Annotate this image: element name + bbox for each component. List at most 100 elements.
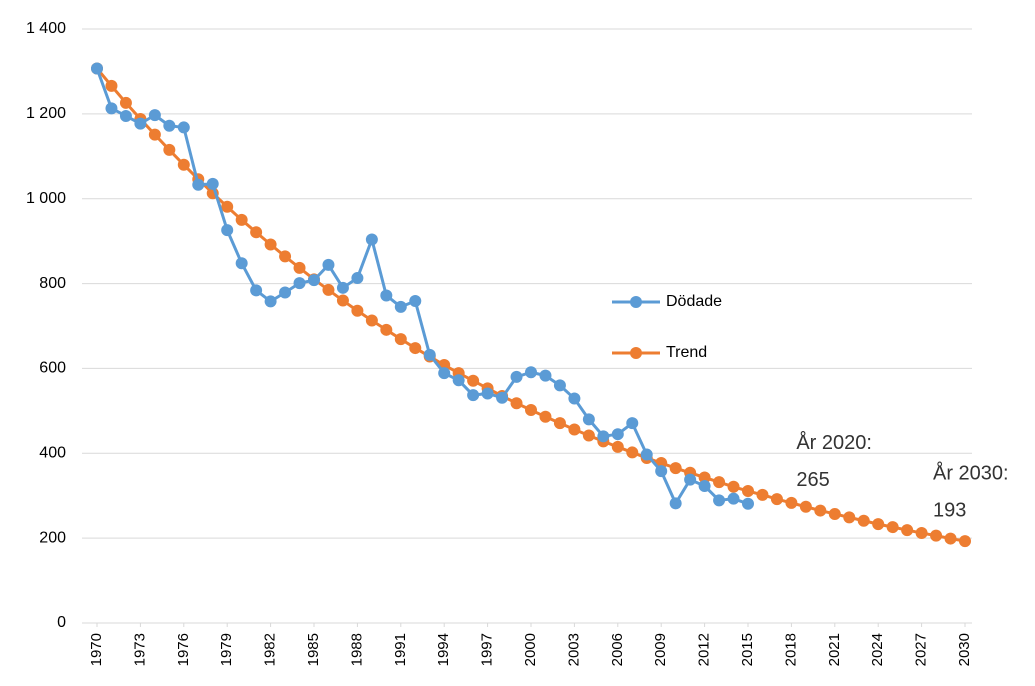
x-tick-label: 2024 [869, 633, 886, 666]
point [525, 366, 537, 379]
point [192, 178, 205, 191]
point [336, 281, 349, 294]
point [177, 158, 190, 171]
point [539, 410, 552, 423]
point [250, 284, 263, 297]
point [322, 283, 335, 296]
x-tick-label: 1979 [218, 633, 235, 666]
point [148, 128, 161, 141]
point [293, 261, 306, 274]
point [626, 417, 639, 430]
point [814, 504, 827, 517]
legend-label: Trend [666, 344, 707, 361]
annotation: 193 [933, 499, 966, 521]
y-tick-label: 1 400 [26, 20, 66, 37]
point [264, 295, 277, 308]
point [481, 387, 494, 400]
point [409, 342, 422, 355]
x-tick-label: 1991 [392, 633, 409, 666]
series-line [95, 67, 749, 506]
point [611, 440, 624, 453]
x-tick-label: 2027 [913, 633, 930, 666]
point [163, 119, 176, 132]
annotation: 265 [796, 469, 829, 491]
series-line [95, 67, 966, 543]
point [785, 496, 798, 509]
point [409, 294, 422, 307]
point [279, 286, 292, 299]
point [351, 272, 364, 285]
point [698, 479, 711, 492]
point [698, 471, 711, 484]
legend-marker [630, 347, 642, 359]
point [394, 300, 407, 313]
point [640, 448, 653, 461]
legend-marker [630, 296, 642, 308]
point [380, 289, 393, 302]
point [568, 392, 581, 405]
x-tick-label: 2003 [565, 633, 582, 666]
point [770, 493, 783, 506]
point [380, 323, 393, 336]
point [423, 348, 436, 361]
point [742, 485, 754, 498]
point [727, 480, 740, 493]
point [713, 494, 726, 507]
point [452, 374, 465, 387]
point [351, 304, 364, 317]
legend-label: Dödade [666, 293, 722, 310]
x-tick-label: 1982 [262, 633, 279, 666]
point [930, 529, 943, 542]
point [669, 497, 682, 510]
point [857, 514, 870, 527]
point [684, 473, 697, 486]
y-tick-label: 600 [39, 360, 66, 377]
point [322, 258, 335, 271]
point [365, 314, 378, 327]
x-tick-label: 2009 [652, 633, 669, 666]
x-tick-label: 1994 [435, 633, 452, 666]
point [467, 389, 480, 402]
y-tick-label: 800 [39, 275, 66, 292]
point [655, 465, 668, 478]
point [134, 117, 147, 130]
point [235, 257, 248, 270]
y-tick-label: 1 000 [26, 190, 66, 207]
y-tick-label: 400 [39, 445, 66, 462]
point [568, 423, 581, 436]
point [582, 413, 595, 426]
point [148, 109, 161, 122]
x-tick-label: 2021 [826, 633, 843, 666]
point [886, 521, 899, 534]
x-tick-label: 1988 [348, 633, 365, 666]
point [944, 532, 957, 545]
point [264, 238, 277, 251]
point [308, 274, 320, 287]
point [582, 429, 595, 442]
x-tick-label: 2000 [522, 633, 539, 666]
point [206, 177, 219, 190]
point [828, 507, 841, 520]
point [119, 96, 132, 109]
x-tick-label: 2006 [609, 633, 626, 666]
point [872, 518, 885, 531]
point [742, 497, 754, 510]
x-tick-label: 2012 [696, 633, 713, 666]
point [727, 492, 740, 505]
point [365, 233, 378, 246]
point [959, 535, 971, 548]
point [713, 476, 726, 489]
point [597, 430, 610, 443]
point [525, 404, 537, 417]
point [799, 500, 812, 513]
point [539, 369, 552, 382]
x-tick-label: 2030 [956, 633, 973, 666]
x-tick-label: 2015 [739, 633, 756, 666]
point [510, 397, 523, 410]
point [756, 488, 769, 501]
point [843, 511, 856, 524]
annotation: År 2030: [933, 461, 1009, 484]
x-tick-label: 1976 [175, 633, 192, 666]
point [336, 294, 349, 307]
